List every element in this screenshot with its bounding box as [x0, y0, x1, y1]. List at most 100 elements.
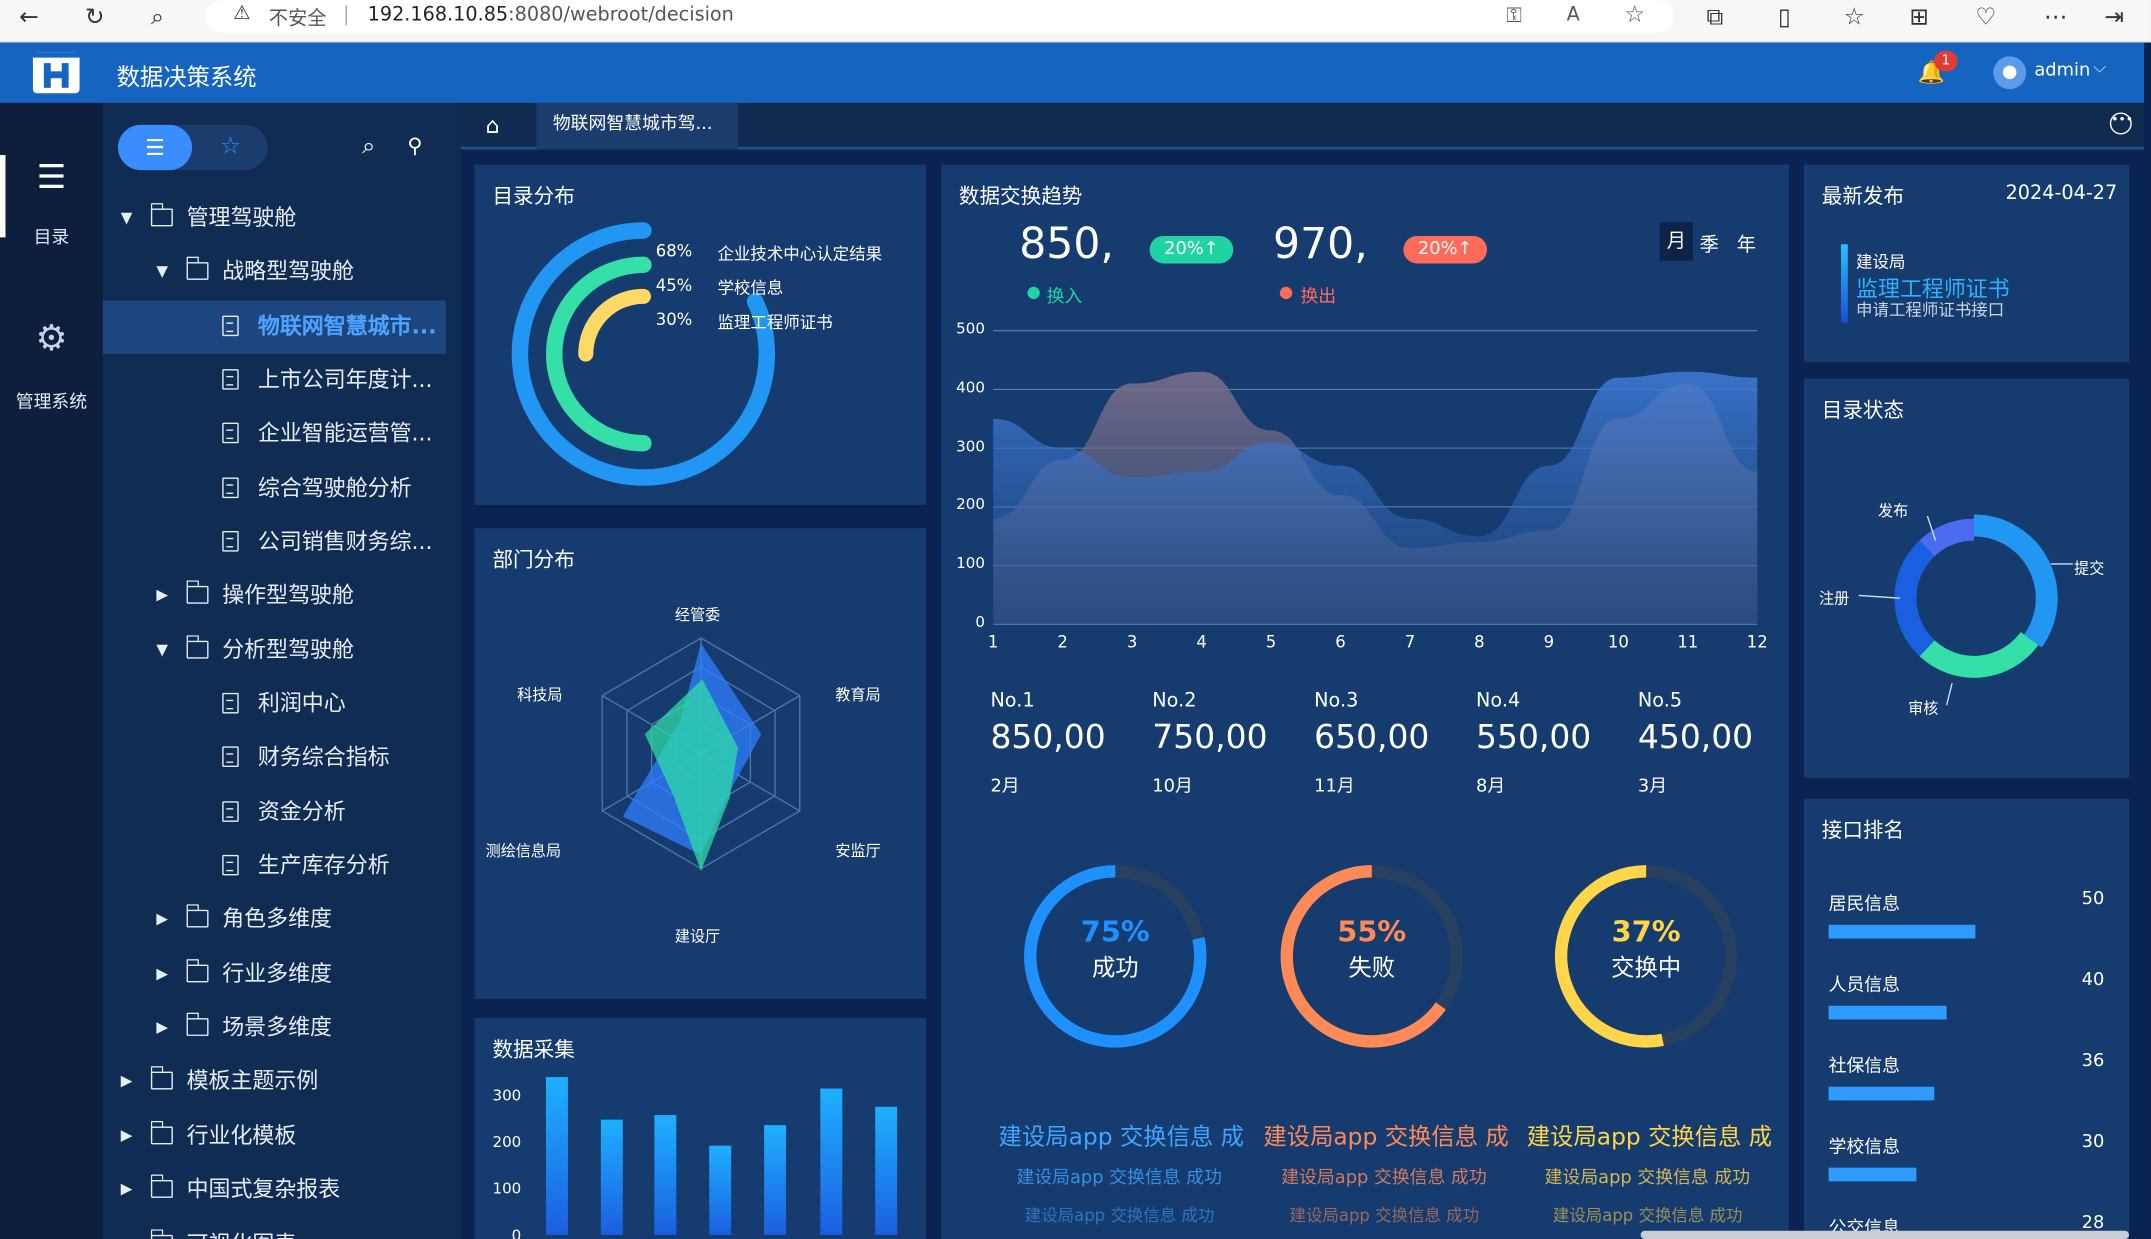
- tree-node[interactable]: ▶ 行业化模板: [103, 1111, 446, 1160]
- chevron-down-icon[interactable]: ⌵: [2093, 57, 2106, 77]
- user-name[interactable]: admin: [2034, 60, 2091, 81]
- favorites-icon[interactable]: ☆: [1843, 4, 1865, 32]
- caret-down-icon[interactable]: ▼: [156, 640, 169, 659]
- panel-title: 目录分布: [492, 183, 575, 209]
- tree-node-label: 利润中心: [257, 690, 346, 717]
- gauge-center: 75% 成功: [1019, 915, 1211, 982]
- release-headline[interactable]: 监理工程师证书: [1856, 275, 2010, 302]
- tree-node[interactable]: 公司销售财务综...: [103, 517, 446, 566]
- tree-node[interactable]: ▶ 模板主题示例: [103, 1057, 446, 1106]
- caret-right-icon[interactable]: ▶: [156, 909, 169, 928]
- rail-item-admin[interactable]: 管理系统: [15, 392, 88, 414]
- rail-item-catalog[interactable]: 目录: [33, 227, 70, 249]
- tree-search-icon[interactable]: ⌕: [362, 133, 376, 161]
- tree-node[interactable]: ▼ 管理驾驶舱: [103, 193, 446, 242]
- tree-node[interactable]: 利润中心: [103, 679, 446, 728]
- caret-right-icon[interactable]: ▶: [120, 1126, 133, 1145]
- collection-bar: [820, 1088, 843, 1235]
- gauge-center: 37% 交换中: [1550, 915, 1742, 982]
- list-view-icon[interactable]: ☰: [117, 124, 193, 171]
- tree-node[interactable]: ▶ 操作型驾驶舱: [103, 571, 446, 620]
- favorites-view-icon[interactable]: ☆: [220, 133, 241, 161]
- tree-node[interactable]: 资金分析: [103, 788, 446, 837]
- key-icon[interactable]: ⚿: [1506, 2, 1522, 28]
- tree-node[interactable]: 物联网智慧城市...: [103, 302, 446, 351]
- tree-node[interactable]: ▶ 行业多维度: [103, 949, 446, 998]
- collections-icon[interactable]: ⊞: [1909, 4, 1930, 32]
- list-icon[interactable]: ☰: [36, 157, 67, 197]
- gauge-label: 失败: [1348, 954, 1396, 983]
- tree-node[interactable]: 企业智能运营管...: [103, 409, 446, 458]
- tree-node-label: 战略型驾驶舱: [222, 257, 354, 285]
- caret-right-icon[interactable]: ▶: [156, 585, 169, 604]
- caret-right-icon[interactable]: ▶: [121, 1220, 133, 1239]
- back-icon[interactable]: ←: [19, 4, 39, 32]
- tree-node[interactable]: ▶ 角色多维度: [103, 895, 446, 944]
- period-year-button[interactable]: 年: [1736, 234, 1756, 257]
- tree-node-label: 公司销售财务综...: [257, 528, 433, 555]
- y-tick: 400: [956, 378, 985, 397]
- search-icon[interactable]: ⌕: [150, 4, 164, 32]
- sidebar-toggle-icon[interactable]: ⇥: [2104, 4, 2124, 32]
- caret-down-icon[interactable]: ▼: [156, 262, 169, 280]
- x-tick: 12: [1746, 632, 1768, 652]
- tree-node[interactable]: 财务综合指标: [103, 733, 446, 782]
- split-screen-icon[interactable]: ▯: [1777, 4, 1791, 32]
- x-tick: 4: [1196, 632, 1207, 652]
- address-bar[interactable]: ⚠ 不安全 | 192.168.10.85:8080/webroot/decis…: [205, 0, 1674, 33]
- tree-node[interactable]: ▶ 场景多维度: [103, 1003, 446, 1052]
- caret-right-icon[interactable]: ▶: [120, 1071, 133, 1090]
- user-avatar-icon[interactable]: ●: [1993, 56, 2027, 90]
- gear-icon[interactable]: ⚙: [35, 318, 68, 360]
- status-donut-chart: [1858, 514, 2073, 706]
- tree-node-label: 资金分析: [257, 798, 346, 825]
- tree-node[interactable]: 综合驾驶舱分析: [103, 464, 446, 513]
- x-tick: 3: [1126, 632, 1138, 652]
- folder-icon: [150, 1174, 173, 1198]
- exchange-in-label: 换入: [1046, 286, 1083, 308]
- tree-node[interactable]: ▼ 战略型驾驶舱: [103, 247, 446, 296]
- warning-icon: ⚠: [233, 2, 251, 25]
- rank-number: No.3: [1314, 690, 1359, 713]
- address-separator: |: [342, 4, 350, 27]
- reload-icon[interactable]: ↻: [85, 4, 105, 32]
- gauge-percent: 37%: [1611, 915, 1681, 949]
- tree-node[interactable]: ▶ 可视化图表: [103, 1220, 446, 1239]
- read-aloud-icon[interactable]: A: [1566, 4, 1580, 27]
- feed-line: 建设局app 交换信息 成功: [1552, 1206, 1743, 1226]
- rank-month: 10月: [1152, 776, 1193, 798]
- period-quarter-button[interactable]: 季: [1699, 234, 1719, 257]
- home-icon[interactable]: ⌂: [485, 112, 500, 139]
- feed-line: 建设局app 交换信息 成功: [1281, 1167, 1487, 1189]
- period-month-button[interactable]: 月: [1659, 222, 1693, 261]
- document-icon: [222, 746, 239, 768]
- browser-toolbar: ← ↻ ⌕ ⚠ 不安全 | 192.168.10.85:8080/webroot…: [0, 0, 2151, 43]
- api-bar: [1828, 1086, 1935, 1101]
- caret-right-icon[interactable]: ▶: [120, 1180, 133, 1198]
- more-menu-icon[interactable]: ⋯: [2043, 4, 2068, 32]
- pin-icon[interactable]: ⚲: [407, 133, 423, 158]
- tree-node[interactable]: 生产库存分析: [103, 841, 446, 890]
- document-icon: [222, 315, 239, 337]
- horizontal-scrollbar[interactable]: [1640, 1230, 2130, 1239]
- panel-title: 接口排名: [1821, 817, 1905, 843]
- caret-right-icon[interactable]: ▶: [156, 1018, 169, 1036]
- tree-node-label: 管理驾驶舱: [186, 204, 297, 231]
- y-tick: 0: [511, 1226, 522, 1239]
- app-logo: [32, 52, 80, 94]
- radar-label: 科技局: [517, 686, 563, 704]
- caret-right-icon[interactable]: ▶: [156, 964, 169, 983]
- gauge-arc: [1280, 865, 1446, 1048]
- tree-node[interactable]: ▶ 中国式复杂报表: [103, 1165, 446, 1214]
- tree-node-label: 上市公司年度计...: [257, 366, 433, 393]
- tree-node[interactable]: ▼ 分析型驾驶舱: [103, 626, 446, 675]
- performance-icon[interactable]: ♡: [1975, 4, 1997, 32]
- tab-active[interactable]: 物联网智慧城市驾...: [536, 102, 739, 150]
- more-options-icon[interactable]: •••: [2109, 112, 2133, 135]
- caret-down-icon[interactable]: ▼: [120, 208, 133, 227]
- favorite-star-icon[interactable]: ☆: [1624, 1, 1646, 29]
- tree-node-label: 场景多维度: [222, 1013, 332, 1041]
- tree-node[interactable]: 上市公司年度计...: [103, 355, 446, 404]
- rank-value: 550,00: [1476, 717, 1592, 757]
- extensions-icon[interactable]: ⧉: [1706, 4, 1724, 32]
